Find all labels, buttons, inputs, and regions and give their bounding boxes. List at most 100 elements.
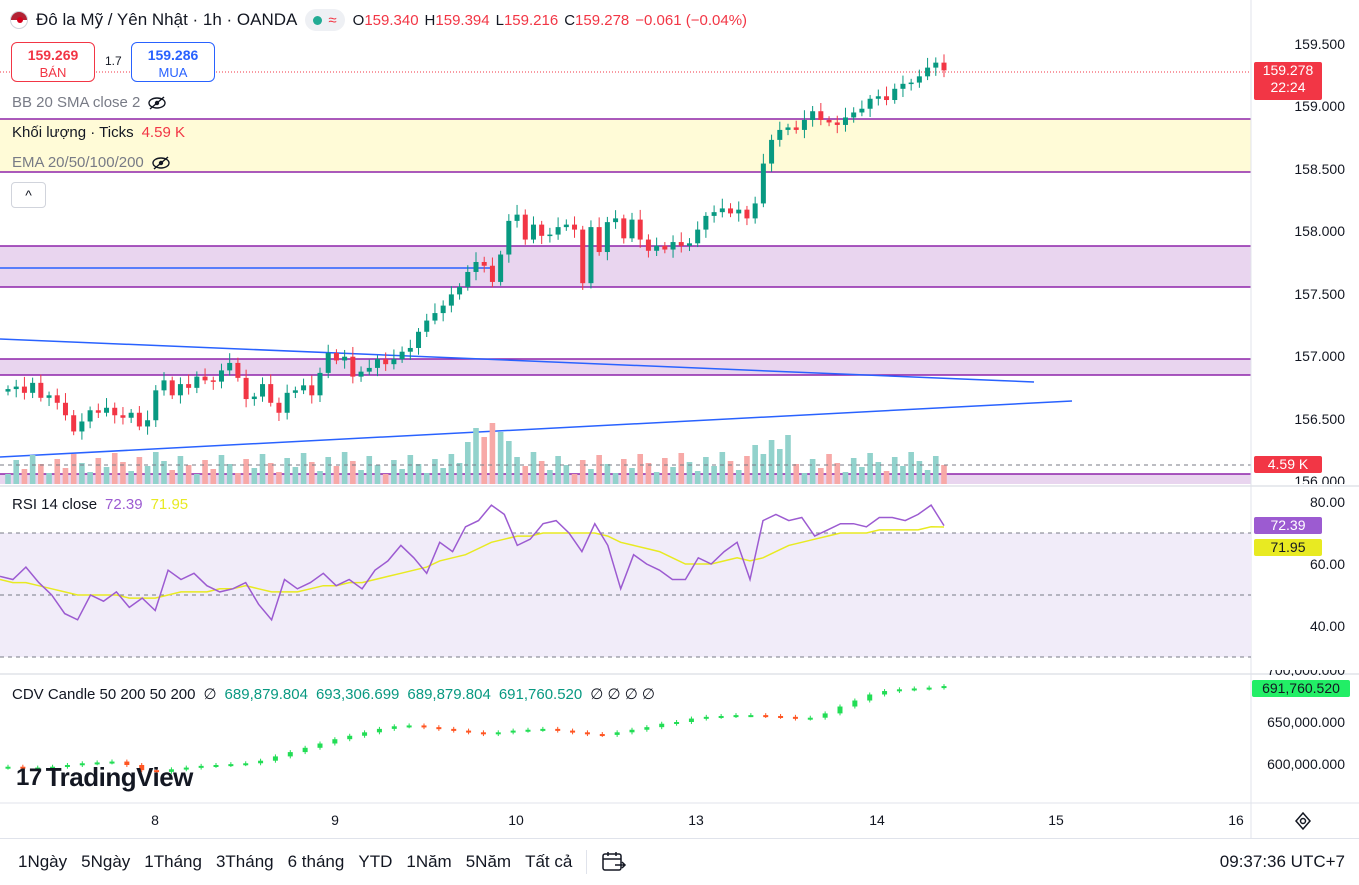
volume-bar [785,435,791,484]
time-tick: 15 [1048,812,1064,828]
market-open-dot-icon [313,15,323,25]
rsi-line [0,504,945,622]
usd-jpy-flag-icon [10,11,28,29]
volume-bar [489,423,496,484]
cdv-candle [347,735,353,740]
candle-body [276,402,282,413]
eye-hidden-icon[interactable] [148,95,167,110]
volume-bar [653,472,660,484]
volume-bar [226,464,233,484]
candles [5,54,947,440]
cdv-candle [733,715,739,718]
candle-body [547,234,553,237]
candle-body [637,219,643,240]
candle-body [793,127,799,130]
trend-line-down[interactable] [0,338,1035,383]
ema-legend[interactable]: EMA 20/50/100/200 [12,154,170,171]
range-5d-button[interactable]: 5Ngày [81,852,131,871]
volume-bar [924,470,931,484]
cdv-candle [317,743,323,748]
cdv-candle [287,752,293,757]
cdv-candle [852,700,858,707]
volume-bar [703,457,709,484]
clock-timezone[interactable]: 09:37:36 UTC+7 [1219,852,1345,871]
cdv-candle [614,732,620,735]
range-3m-button[interactable]: 3Tháng [215,852,274,871]
wave-icon: ≈ [328,11,337,29]
volume-bar [563,465,570,484]
volume-bar [629,468,635,484]
rsi-legend[interactable]: RSI 14 close 72.39 71.95 [12,496,189,513]
cdv-candle [718,715,724,718]
candle-body [194,376,200,388]
volume-bar [497,432,504,484]
collapse-legend-button[interactable]: ^ [11,182,46,208]
volume-bar [267,463,274,484]
bb-legend[interactable]: BB 20 SMA close 2 [12,94,167,111]
buy-button[interactable]: 159.286 MUA [131,42,215,82]
candle-body [752,203,758,219]
symbol-title[interactable]: Đô la Mỹ / Yên Nhật · 1h · OANDA [36,10,298,29]
volume-bar [243,459,249,484]
candle-body [432,313,438,321]
candle-body [13,386,19,390]
candle-body [62,402,68,416]
volume-bar [867,453,873,484]
cdv-candle [94,762,100,765]
volume-bar [79,463,85,484]
time-tick: 8 [151,812,159,828]
volume-bar [932,456,939,484]
candle-body [342,356,348,361]
candle-body [268,384,274,403]
candle-body [325,352,331,373]
candle-body [120,415,126,418]
volume-bar [727,461,734,484]
eye-hidden-icon[interactable] [152,155,170,170]
cdv-tick: 600,000.000 [1267,756,1345,772]
trend-line-up[interactable] [0,400,1073,458]
candle-body [350,356,356,377]
candle-body [416,331,422,348]
candle-body [309,385,315,396]
cdv-candle [882,691,888,695]
candle-body [695,229,701,244]
cdv-candle [109,761,115,764]
volume-legend[interactable]: Khối lượng · Ticks 4.59 K [12,124,185,141]
range-6m-button[interactable]: 6 tháng [287,852,345,871]
candle-body [5,389,11,392]
cdv-candle [154,770,160,773]
cdv-candle [198,765,204,768]
range-all-button[interactable]: Tất cả [525,852,573,871]
candle-body [145,420,151,427]
range-1d-button[interactable]: 1Ngày [18,852,68,871]
axis-settings-icon[interactable] [1293,811,1313,831]
rsi-tick: 60.00 [1309,556,1345,572]
symbol-header[interactable]: Đô la Mỹ / Yên Nhật · 1h · OANDA ≈ O159.… [10,8,747,32]
volume-bar [29,455,36,484]
price-change: −0.061 (−0.04%) [635,11,748,29]
cdv-tag: 691,760.520 [1252,680,1350,697]
range-ytd-button[interactable]: YTD [358,852,393,871]
market-status-pill[interactable]: ≈ [305,9,345,31]
cdv-candle [629,729,635,733]
volume-bar [596,455,602,484]
range-1y-button[interactable]: 1Năm [406,852,452,871]
candle-body [424,320,430,332]
zone-yellow [0,119,1251,172]
candle-body [875,96,881,99]
volume-bar [308,462,315,484]
volume-bar [547,470,553,484]
volume-bar [908,452,914,484]
cdv-legend[interactable]: CDV Candle 50 200 50 200 ∅ 689,879.804 6… [12,685,656,704]
tradingview-logo[interactable]: 17 TradingView [16,762,193,792]
range-5y-button[interactable]: 5Năm [465,852,512,871]
sell-button[interactable]: 159.269 BÁN [11,42,95,82]
calendar-goto-icon[interactable] [601,851,627,873]
cdv-candle [510,730,516,733]
volume-bar [801,473,808,484]
range-1m-button[interactable]: 1Tháng [144,852,202,871]
candle-body [654,245,660,251]
cdv-candle [599,734,605,737]
candle-body [399,351,405,360]
